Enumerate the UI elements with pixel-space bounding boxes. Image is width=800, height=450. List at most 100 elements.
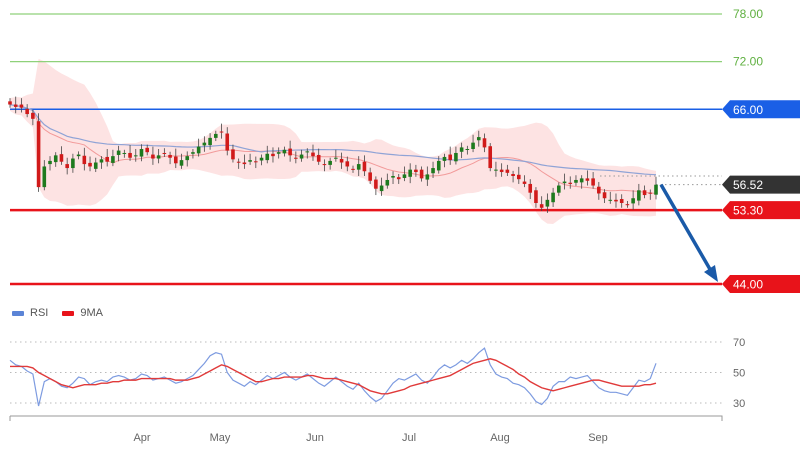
ma-swatch-icon: [62, 310, 75, 316]
resistance-1-label: 66.00: [733, 103, 763, 117]
candle: [396, 177, 401, 180]
candle: [133, 155, 138, 157]
support-2-tag: [722, 275, 800, 293]
candle: [625, 204, 630, 206]
candle: [328, 160, 332, 165]
candle: [231, 149, 235, 160]
candle: [391, 176, 395, 178]
candle: [574, 179, 578, 183]
candle: [642, 190, 647, 196]
candle: [568, 182, 573, 184]
ma-short-line: [9, 104, 657, 194]
candle: [248, 160, 252, 162]
candle: [436, 160, 441, 171]
legend-label-rsi: RSI: [30, 307, 49, 319]
candle: [208, 137, 212, 146]
candle: [219, 131, 224, 133]
candle: [53, 155, 58, 163]
candle: [59, 154, 64, 162]
candle: [82, 155, 87, 165]
candle: [476, 137, 481, 141]
x-tick-sep: Sep: [588, 432, 608, 444]
ma-long-line: [9, 103, 657, 176]
candle: [322, 164, 327, 166]
support-1-tag: [722, 201, 800, 220]
candle: [385, 179, 390, 186]
candle: [454, 152, 458, 162]
candle: [242, 162, 247, 165]
candle: [425, 174, 430, 180]
candle: [637, 190, 641, 201]
candle: [516, 174, 521, 180]
candle: [271, 153, 275, 157]
current-price-tag: [722, 175, 800, 194]
candle: [71, 158, 75, 169]
candle: [362, 161, 367, 172]
rsi-ma-line: [10, 358, 657, 395]
candle: [162, 152, 167, 154]
candle: [105, 156, 109, 162]
candle: [511, 174, 515, 176]
candle: [299, 154, 304, 159]
candle: [48, 160, 52, 165]
candle: [139, 149, 144, 157]
x-tick-jul: Jul: [402, 432, 416, 444]
candle: [191, 152, 195, 154]
candle: [557, 185, 561, 193]
candle: [179, 160, 184, 166]
candle: [128, 152, 132, 158]
candle: [196, 146, 201, 154]
candle: [36, 121, 41, 188]
candle: [539, 204, 544, 208]
candle: [145, 147, 150, 153]
candle: [482, 138, 487, 148]
candle: [202, 142, 207, 146]
candle: [65, 164, 69, 169]
forecast-arrow: [659, 183, 713, 272]
candle: [156, 155, 161, 159]
rsi-swatch-icon: [12, 310, 24, 316]
candle: [76, 154, 81, 157]
candle: [534, 190, 538, 203]
support-1-label: 53.30: [733, 204, 763, 218]
candle: [236, 161, 241, 163]
candle: [494, 169, 498, 171]
candle: [562, 181, 567, 184]
candle: [608, 199, 613, 201]
candle: [8, 101, 12, 105]
candle: [368, 172, 372, 181]
candle: [654, 184, 658, 195]
candle: [311, 152, 315, 157]
candle: [259, 157, 264, 161]
candle: [173, 156, 178, 164]
legend-item-rsi[interactable]: RSI: [12, 307, 48, 319]
candle: [265, 153, 270, 161]
candle: [414, 169, 418, 173]
bollinger-band: [10, 58, 656, 224]
candle: [631, 198, 635, 204]
candle: [168, 154, 172, 158]
legend-item-9ma[interactable]: 9MA: [62, 307, 103, 319]
current-price-label: 56.52: [733, 178, 763, 192]
resistance-1-tag: [722, 100, 800, 119]
candle: [579, 178, 584, 183]
candle: [602, 192, 607, 199]
candle: [122, 152, 127, 154]
candle: [471, 142, 475, 149]
candle: [408, 169, 412, 177]
rsi-tick-50: 50: [733, 368, 745, 380]
candle: [339, 158, 344, 163]
candle: [522, 181, 527, 184]
x-tick-may: May: [210, 432, 231, 444]
candle: [545, 199, 550, 207]
candle: [282, 149, 287, 154]
candle: [345, 161, 350, 167]
candle: [619, 199, 624, 203]
price-panel: 78.00 72.00 66.00 56.52 53.30 44.00: [8, 7, 800, 293]
candle: [459, 147, 464, 152]
candle: [351, 168, 355, 170]
candle: [225, 133, 230, 151]
candle: [419, 169, 424, 179]
resistance-3-label: 78.00: [733, 7, 763, 21]
